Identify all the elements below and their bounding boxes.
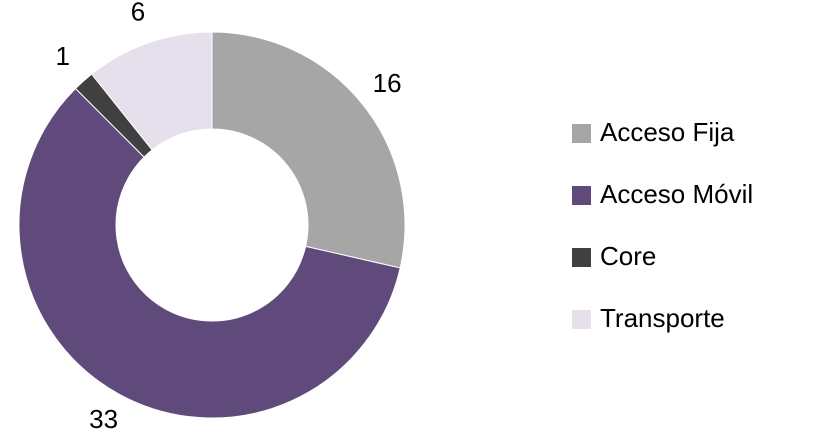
data-label: 16 <box>373 68 402 98</box>
legend-label: Core <box>600 241 656 271</box>
legend-swatch <box>572 124 591 143</box>
data-label: 6 <box>131 0 145 26</box>
legend-swatch <box>572 186 591 205</box>
legend-label: Acceso Fija <box>600 117 735 147</box>
legend-label: Transporte <box>600 303 725 333</box>
legend-label: Acceso Móvil <box>600 179 753 209</box>
donut-slice <box>90 31 213 151</box>
donut-slice <box>18 87 401 419</box>
data-label: 33 <box>89 404 118 434</box>
data-label: 1 <box>56 41 70 71</box>
legend-swatch <box>572 248 591 267</box>
legend-swatch <box>572 310 591 329</box>
donut-slice <box>211 31 406 269</box>
